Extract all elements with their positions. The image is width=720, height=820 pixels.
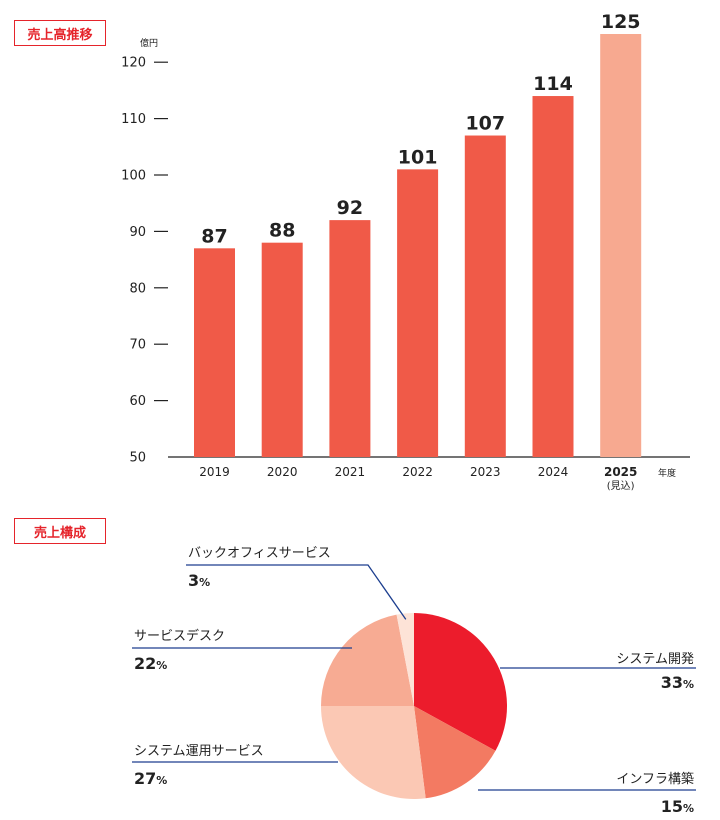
y-tick-label: 90 <box>129 225 146 240</box>
x-axis-label: 年度 <box>658 467 676 479</box>
pie-slice-name: バックオフィスサービス <box>188 546 331 561</box>
bar-value-label: 88 <box>269 220 295 242</box>
bar-2021 <box>329 220 371 457</box>
pie-slice-name: インフラ構築 <box>616 772 694 787</box>
y-unit-label: 億円 <box>140 37 158 49</box>
bar-2020 <box>261 242 303 457</box>
bar-2019 <box>194 248 235 457</box>
pie-slice <box>396 613 414 706</box>
pie-slice-percent: 22% <box>134 654 167 673</box>
pie-slice-name: システム開発 <box>616 652 694 667</box>
pie-leader-line <box>186 564 407 620</box>
pie-slice-percent: 33% <box>661 673 694 692</box>
sales-composition-tag: 売上構成 <box>14 518 106 544</box>
pie-slice <box>321 614 414 706</box>
pie-slice <box>414 706 496 799</box>
x-tick-label: 2019 <box>199 465 230 479</box>
y-tick-label: 50 <box>129 451 146 466</box>
x-tick-label: 2020 <box>267 465 298 479</box>
y-tick-label: 70 <box>129 338 146 353</box>
bar-2024 <box>532 96 574 457</box>
pie-slice-name: システム運用サービス <box>134 744 264 759</box>
sales-trend-tag: 売上高推移 <box>14 20 106 46</box>
pie-slice-name: サービスデスク <box>134 628 225 644</box>
bar-value-label: 92 <box>337 197 363 219</box>
y-tick-label: 80 <box>129 281 146 296</box>
x-tick-label: 2021 <box>335 465 366 479</box>
x-tick-label: 2022 <box>402 465 433 479</box>
bar-value-label: 114 <box>533 73 573 95</box>
y-tick-label: 120 <box>121 56 146 71</box>
sales-trend-bar-chart: 50 60 70 80 90 100 110 120 億円 87 2019 88 2020 92 2021 1… <box>121 11 690 492</box>
pie-slice <box>414 613 508 751</box>
bar-value-label: 107 <box>465 113 505 135</box>
bar-2025 <box>600 34 642 457</box>
bar-value-label: 87 <box>201 225 227 247</box>
x-tick-label: 2024 <box>538 465 569 479</box>
x-tick-label: 2023 <box>470 465 501 479</box>
y-tick-label: 110 <box>121 112 146 127</box>
pie-slice-percent: 15% <box>661 797 694 816</box>
pie-slice-percent: 3% <box>188 571 210 590</box>
x-tick-note: (見込) <box>607 480 635 492</box>
bar-2022 <box>397 169 439 458</box>
bar-2023 <box>464 135 506 457</box>
pie-slice-percent: 27% <box>134 769 167 788</box>
x-tick-label: 2025 <box>604 465 637 479</box>
bar-value-label: 125 <box>601 11 641 33</box>
y-tick-label: 100 <box>121 169 146 184</box>
bar-value-label: 101 <box>398 146 438 168</box>
pie-slice <box>321 706 426 799</box>
y-tick-label: 60 <box>129 394 146 409</box>
